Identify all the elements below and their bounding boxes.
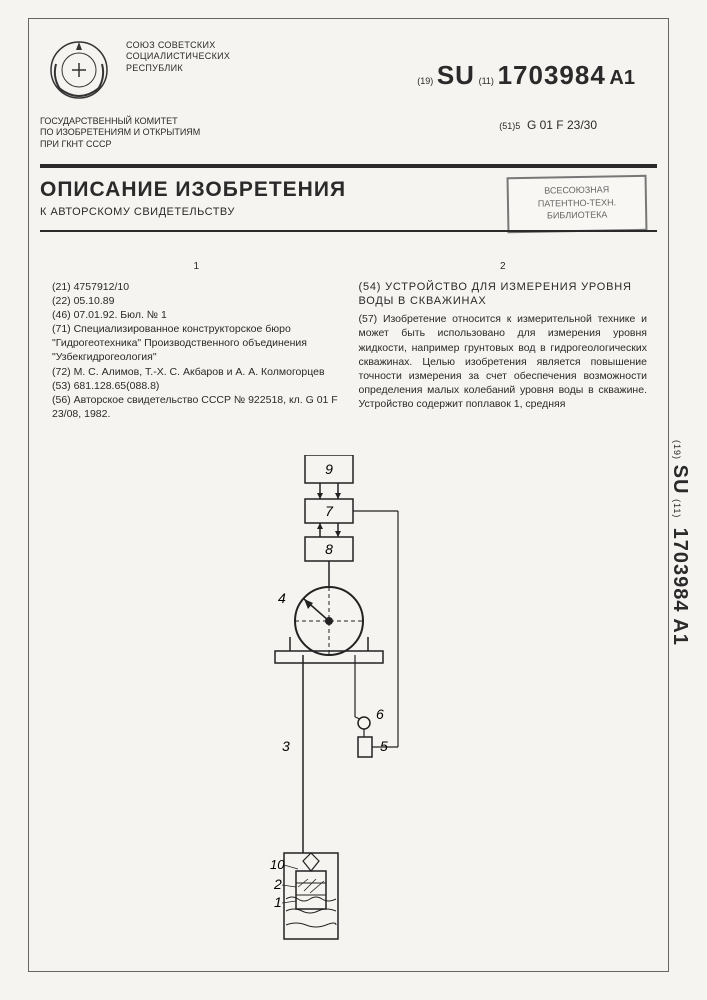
svg-text:1: 1 — [274, 894, 282, 910]
column-1: 1 (21) 4757912/10 (22) 05.10.89 (46) 07.… — [52, 260, 341, 421]
field-72: (72) М. С. Алимов, Т.-Х. С. Акбаров и А.… — [52, 365, 341, 379]
side-document-number: (19) SU (11) 1703984 A1 — [667, 440, 697, 820]
ussr-emblem-icon — [44, 34, 114, 104]
svg-text:2: 2 — [273, 876, 282, 892]
svg-text:6: 6 — [376, 706, 384, 722]
field-71: (71) Специализированное конструкторское … — [52, 322, 341, 365]
header: СОЮЗ СОВЕТСКИХ СОЦИАЛИСТИЧЕСКИХ РЕСПУБЛИ… — [40, 30, 657, 190]
field-56: (56) Авторское свидетельство СССР № 9225… — [52, 393, 341, 421]
field-53: (53) 681.128.65(088.8) — [52, 379, 341, 393]
svg-text:3: 3 — [282, 738, 290, 754]
schematic-diagram: 9 7 8 4 3 6 — [200, 455, 440, 945]
ipc-classification: (51)5 G 01 F 23/30 — [499, 118, 597, 132]
svg-text:4: 4 — [278, 590, 286, 606]
field-22: (22) 05.10.89 — [52, 294, 341, 308]
col-marker-1: 1 — [52, 260, 341, 274]
divider-thin — [40, 230, 657, 232]
column-2: 2 (54) УСТРОЙСТВО ДЛЯ ИЗМЕРЕНИЯ УРОВНЯ В… — [359, 260, 648, 421]
republic-label: СОЮЗ СОВЕТСКИХ СОЦИАЛИСТИЧЕСКИХ РЕСПУБЛИ… — [126, 40, 230, 74]
document-number: (19) SU (11) 1703984 A1 — [417, 60, 635, 91]
field-21: (21) 4757912/10 — [52, 280, 341, 294]
field-46: (46) 07.01.92. Бюл. № 1 — [52, 308, 341, 322]
library-stamp: ВСЕСОЮЗНАЯ ПАТЕНТНО-ТЕХН. БИБЛИОТЕКА — [507, 175, 648, 233]
invention-title: (54) УСТРОЙСТВО ДЛЯ ИЗМЕРЕНИЯ УРОВНЯ ВОД… — [359, 280, 648, 310]
abstract-text: (57) Изобретение относится к измерительн… — [359, 312, 648, 411]
svg-text:7: 7 — [325, 503, 334, 519]
bibliographic-columns: 1 (21) 4757912/10 (22) 05.10.89 (46) 07.… — [52, 260, 647, 421]
svg-text:5: 5 — [380, 738, 388, 754]
svg-text:9: 9 — [325, 461, 333, 477]
committee-label: ГОСУДАРСТВЕННЫЙ КОМИТЕТ ПО ИЗОБРЕТЕНИЯМ … — [40, 116, 200, 150]
svg-text:10: 10 — [270, 857, 285, 872]
divider-thick — [40, 164, 657, 168]
svg-text:8: 8 — [325, 541, 333, 557]
col-marker-2: 2 — [359, 260, 648, 274]
